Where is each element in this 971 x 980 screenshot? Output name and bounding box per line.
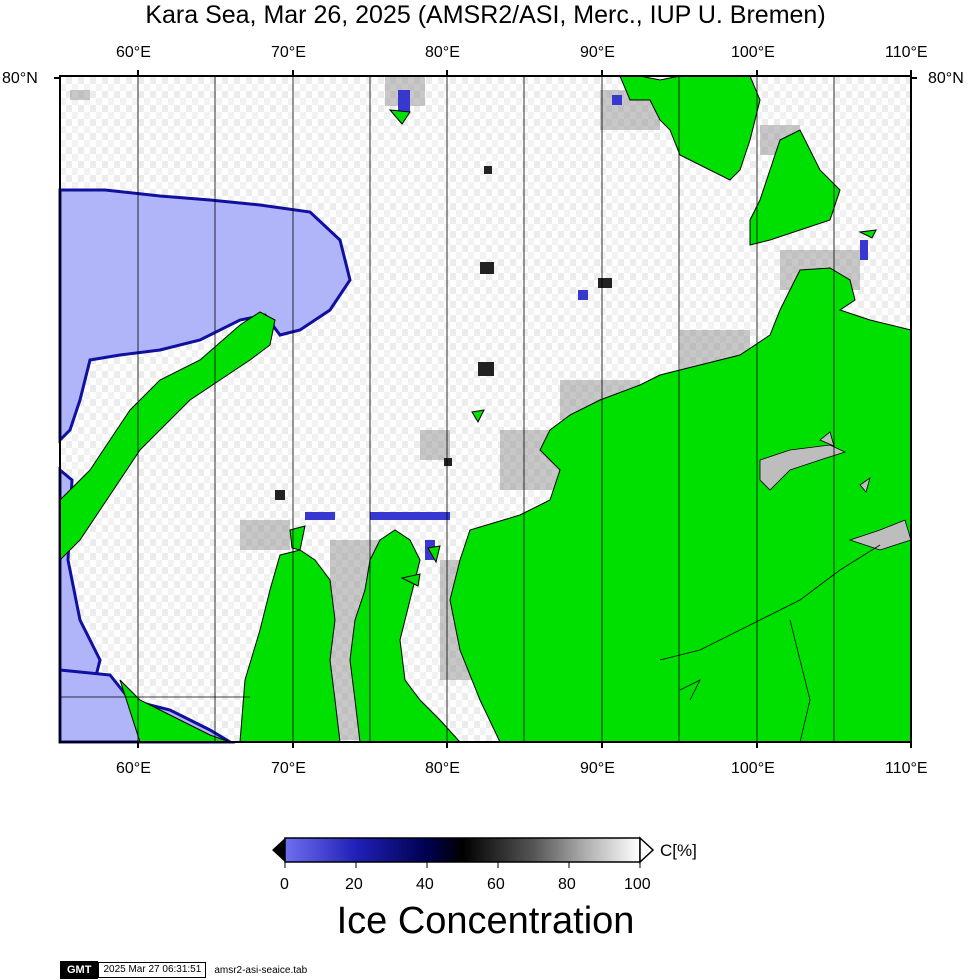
- rivers: [659, 544, 881, 743]
- lon-label-top-70: 70°E: [271, 44, 306, 61]
- map-title: Kara Sea, Mar 26, 2025 (AMSR2/ASI, Merc.…: [145, 1, 826, 29]
- colorbar-tick-40: 40: [416, 876, 434, 893]
- colorbar-tick-100: 100: [624, 876, 651, 893]
- lon-label-bottom-70: 70°E: [271, 760, 306, 777]
- colorbar: [272, 836, 655, 868]
- gmt-logo: GMT: [60, 961, 99, 979]
- open-water-barents: [58, 188, 352, 444]
- graticule: [60, 76, 835, 742]
- colorbar-gradient: [284, 837, 641, 863]
- lon-label-bottom-100: 100°E: [731, 760, 775, 777]
- colorbar-title: Ice Concentration: [336, 900, 635, 942]
- lon-label-bottom-60: 60°E: [116, 760, 151, 777]
- colorbar-tick-20: 20: [345, 876, 363, 893]
- lon-label-bottom-110: 110°E: [885, 760, 928, 777]
- colorbar-high-arrow: [639, 836, 655, 864]
- lon-label-top-110: 110°E: [885, 44, 928, 61]
- lon-label-top-90: 90°E: [580, 44, 615, 61]
- colorbar-tick-0: 0: [280, 876, 289, 893]
- source-filename: amsr2-asi-seaice.tab: [214, 964, 308, 976]
- frame-ticks: [54, 70, 917, 748]
- lon-label-top-100: 100°E: [731, 44, 775, 61]
- timestamp: 2025 Mar 27 06:31:51: [98, 962, 207, 978]
- land-masses: [59, 75, 912, 743]
- map-frame: [59, 75, 912, 743]
- colorbar-unit: C[%]: [660, 841, 697, 860]
- dark-ice-specks: [275, 166, 612, 500]
- lon-label-top-80: 80°E: [425, 44, 460, 61]
- lat-label-right: 80°N: [928, 70, 964, 87]
- lon-label-bottom-90: 90°E: [580, 760, 615, 777]
- inland-ice: [759, 431, 912, 551]
- colorbar-low-arrow: [272, 838, 285, 862]
- lat-label-left: 80°N: [2, 70, 38, 87]
- colorbar-tick-80: 80: [558, 876, 576, 893]
- colorbar-tick-60: 60: [487, 876, 505, 893]
- footer: GMT 2025 Mar 27 06:31:51 amsr2-asi-seaic…: [60, 961, 307, 979]
- lon-label-top-60: 60°E: [116, 44, 151, 61]
- lon-label-bottom-80: 80°E: [425, 760, 460, 777]
